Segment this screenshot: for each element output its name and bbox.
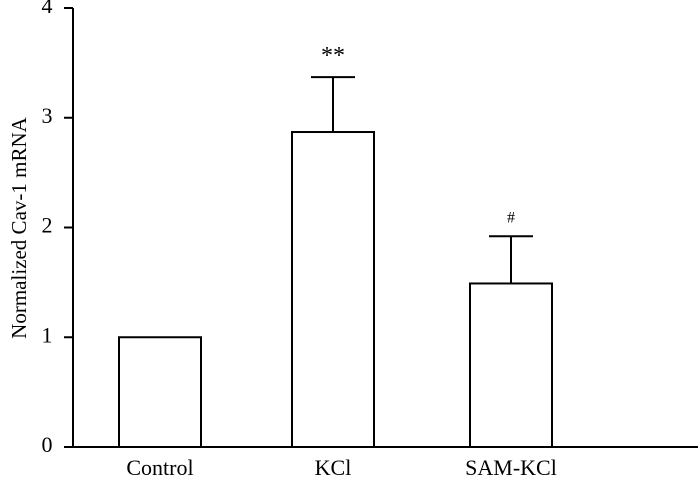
y-tick-label-2: 2 <box>42 213 53 238</box>
bar-control <box>118 336 202 448</box>
y-ticks: 0 1 2 3 4 <box>42 0 73 457</box>
y-tick-label-1: 1 <box>42 322 53 347</box>
x-category-label-kcl: KCl <box>315 455 352 479</box>
x-category-label-control: Control <box>126 455 193 479</box>
y-tick-label-3: 3 <box>42 103 53 128</box>
significance-mark-kcl: ** <box>321 43 345 69</box>
bar-sam-kcl <box>469 282 553 448</box>
significance-mark-sam-kcl: # <box>507 209 515 226</box>
y-axis-title: Normalized Cav-1 mRNA <box>7 116 31 338</box>
x-category-label-sam-kcl: SAM-KCl <box>465 455 557 479</box>
y-axis: 0 1 2 3 4 <box>42 0 74 457</box>
bars: ** # <box>118 43 553 449</box>
x-ticks: Control KCl SAM-KCl <box>126 455 556 479</box>
bar-kcl <box>291 131 375 449</box>
y-tick-label-0: 0 <box>42 432 53 457</box>
x-axis: Control KCl SAM-KCl <box>73 446 698 479</box>
y-tick-label-4: 4 <box>42 0 53 18</box>
